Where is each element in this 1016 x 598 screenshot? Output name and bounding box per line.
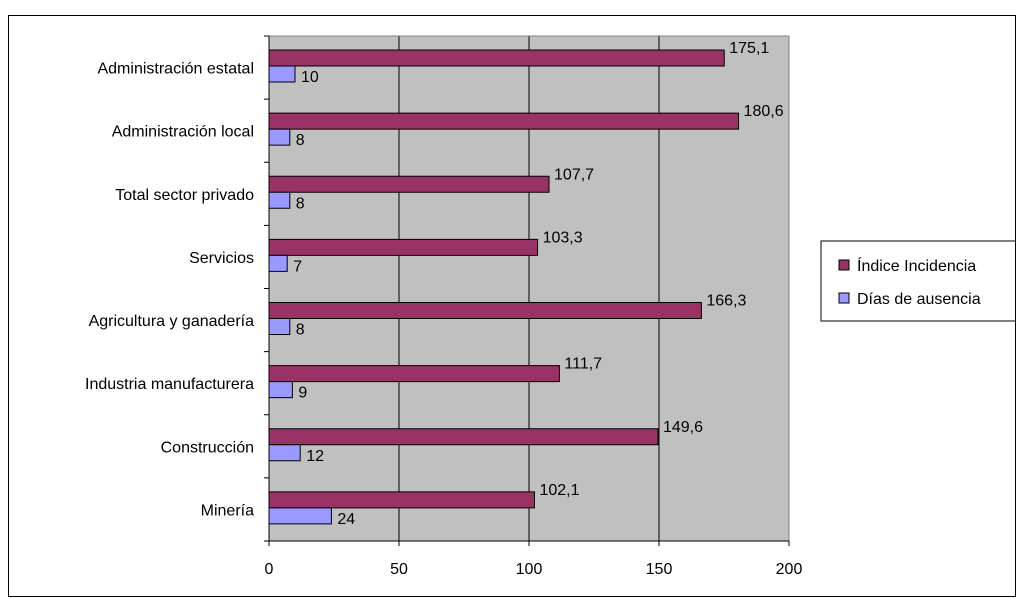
category-label: Construcción	[161, 439, 254, 456]
category-label: Administración estatal	[97, 61, 254, 78]
category-label: Industria manufacturera	[85, 376, 254, 393]
category-label: Agricultura y ganadería	[89, 313, 255, 330]
data-label-dias-de-ausencia: 8	[296, 195, 305, 212]
category-label: Total sector privado	[115, 187, 254, 204]
data-label-dias-de-ausencia: 8	[296, 322, 305, 339]
data-label-indice-incidencia: 111,7	[564, 356, 602, 373]
bar-indice-incidencia	[268, 112, 740, 130]
data-label-dias-de-ausencia: 9	[298, 385, 307, 402]
bar-dias-de-ausencia	[268, 381, 293, 399]
data-label-indice-incidencia: 180,6	[744, 103, 784, 120]
data-label-indice-incidencia: 175,1	[729, 40, 769, 57]
x-tick-label: 200	[776, 561, 803, 578]
x-tick-label: 0	[265, 561, 274, 578]
bar-dias-de-ausencia	[268, 254, 288, 272]
bar-indice-incidencia	[268, 365, 560, 383]
legend-label: Índice Incidencia	[857, 256, 976, 275]
bar-dias-de-ausencia	[268, 191, 291, 209]
x-tick-label: 100	[516, 561, 543, 578]
bar-indice-incidencia	[268, 238, 539, 256]
bar-chart: 0 50 100 150 200 Administración estatal 175,1 1…	[85, 35, 1015, 578]
category-label: Minería	[201, 502, 254, 519]
data-label-dias-de-ausencia: 12	[306, 448, 324, 465]
bar-indice-incidencia	[268, 428, 659, 446]
bar-dias-de-ausencia	[268, 65, 296, 83]
chart-frame: 0 50 100 150 200 Administración estatal 175,1 1…	[8, 15, 1016, 597]
legend-box	[820, 240, 1015, 322]
bar-dias-de-ausencia	[268, 444, 301, 462]
category-label: Administración local	[112, 124, 254, 141]
data-label-dias-de-ausencia: 10	[301, 69, 319, 86]
data-label-dias-de-ausencia: 8	[296, 132, 305, 149]
bar-dias-de-ausencia	[268, 318, 291, 335]
data-label-indice-incidencia: 166,3	[706, 293, 746, 310]
data-label-dias-de-ausencia: 24	[337, 511, 355, 528]
legend-swatch	[838, 292, 850, 304]
data-label-indice-incidencia: 102,1	[539, 482, 579, 499]
data-label-dias-de-ausencia: 7	[293, 258, 302, 275]
category-label: Servicios	[189, 250, 254, 267]
data-label-indice-incidencia: 103,3	[543, 229, 583, 246]
data-label-indice-incidencia: 149,6	[663, 419, 703, 436]
bar-dias-de-ausencia	[268, 128, 291, 146]
bar-indice-incidencia	[268, 491, 535, 509]
bar-indice-incidencia	[268, 175, 550, 193]
legend-swatch	[838, 259, 850, 271]
bar-indice-incidencia	[268, 49, 725, 67]
x-tick-label: 150	[646, 561, 673, 578]
data-label-indice-incidencia: 107,7	[554, 166, 594, 183]
x-tick-label: 50	[390, 561, 408, 578]
bar-dias-de-ausencia	[268, 507, 332, 525]
legend-label: Días de ausencia	[857, 291, 981, 308]
bar-indice-incidencia	[268, 302, 702, 319]
